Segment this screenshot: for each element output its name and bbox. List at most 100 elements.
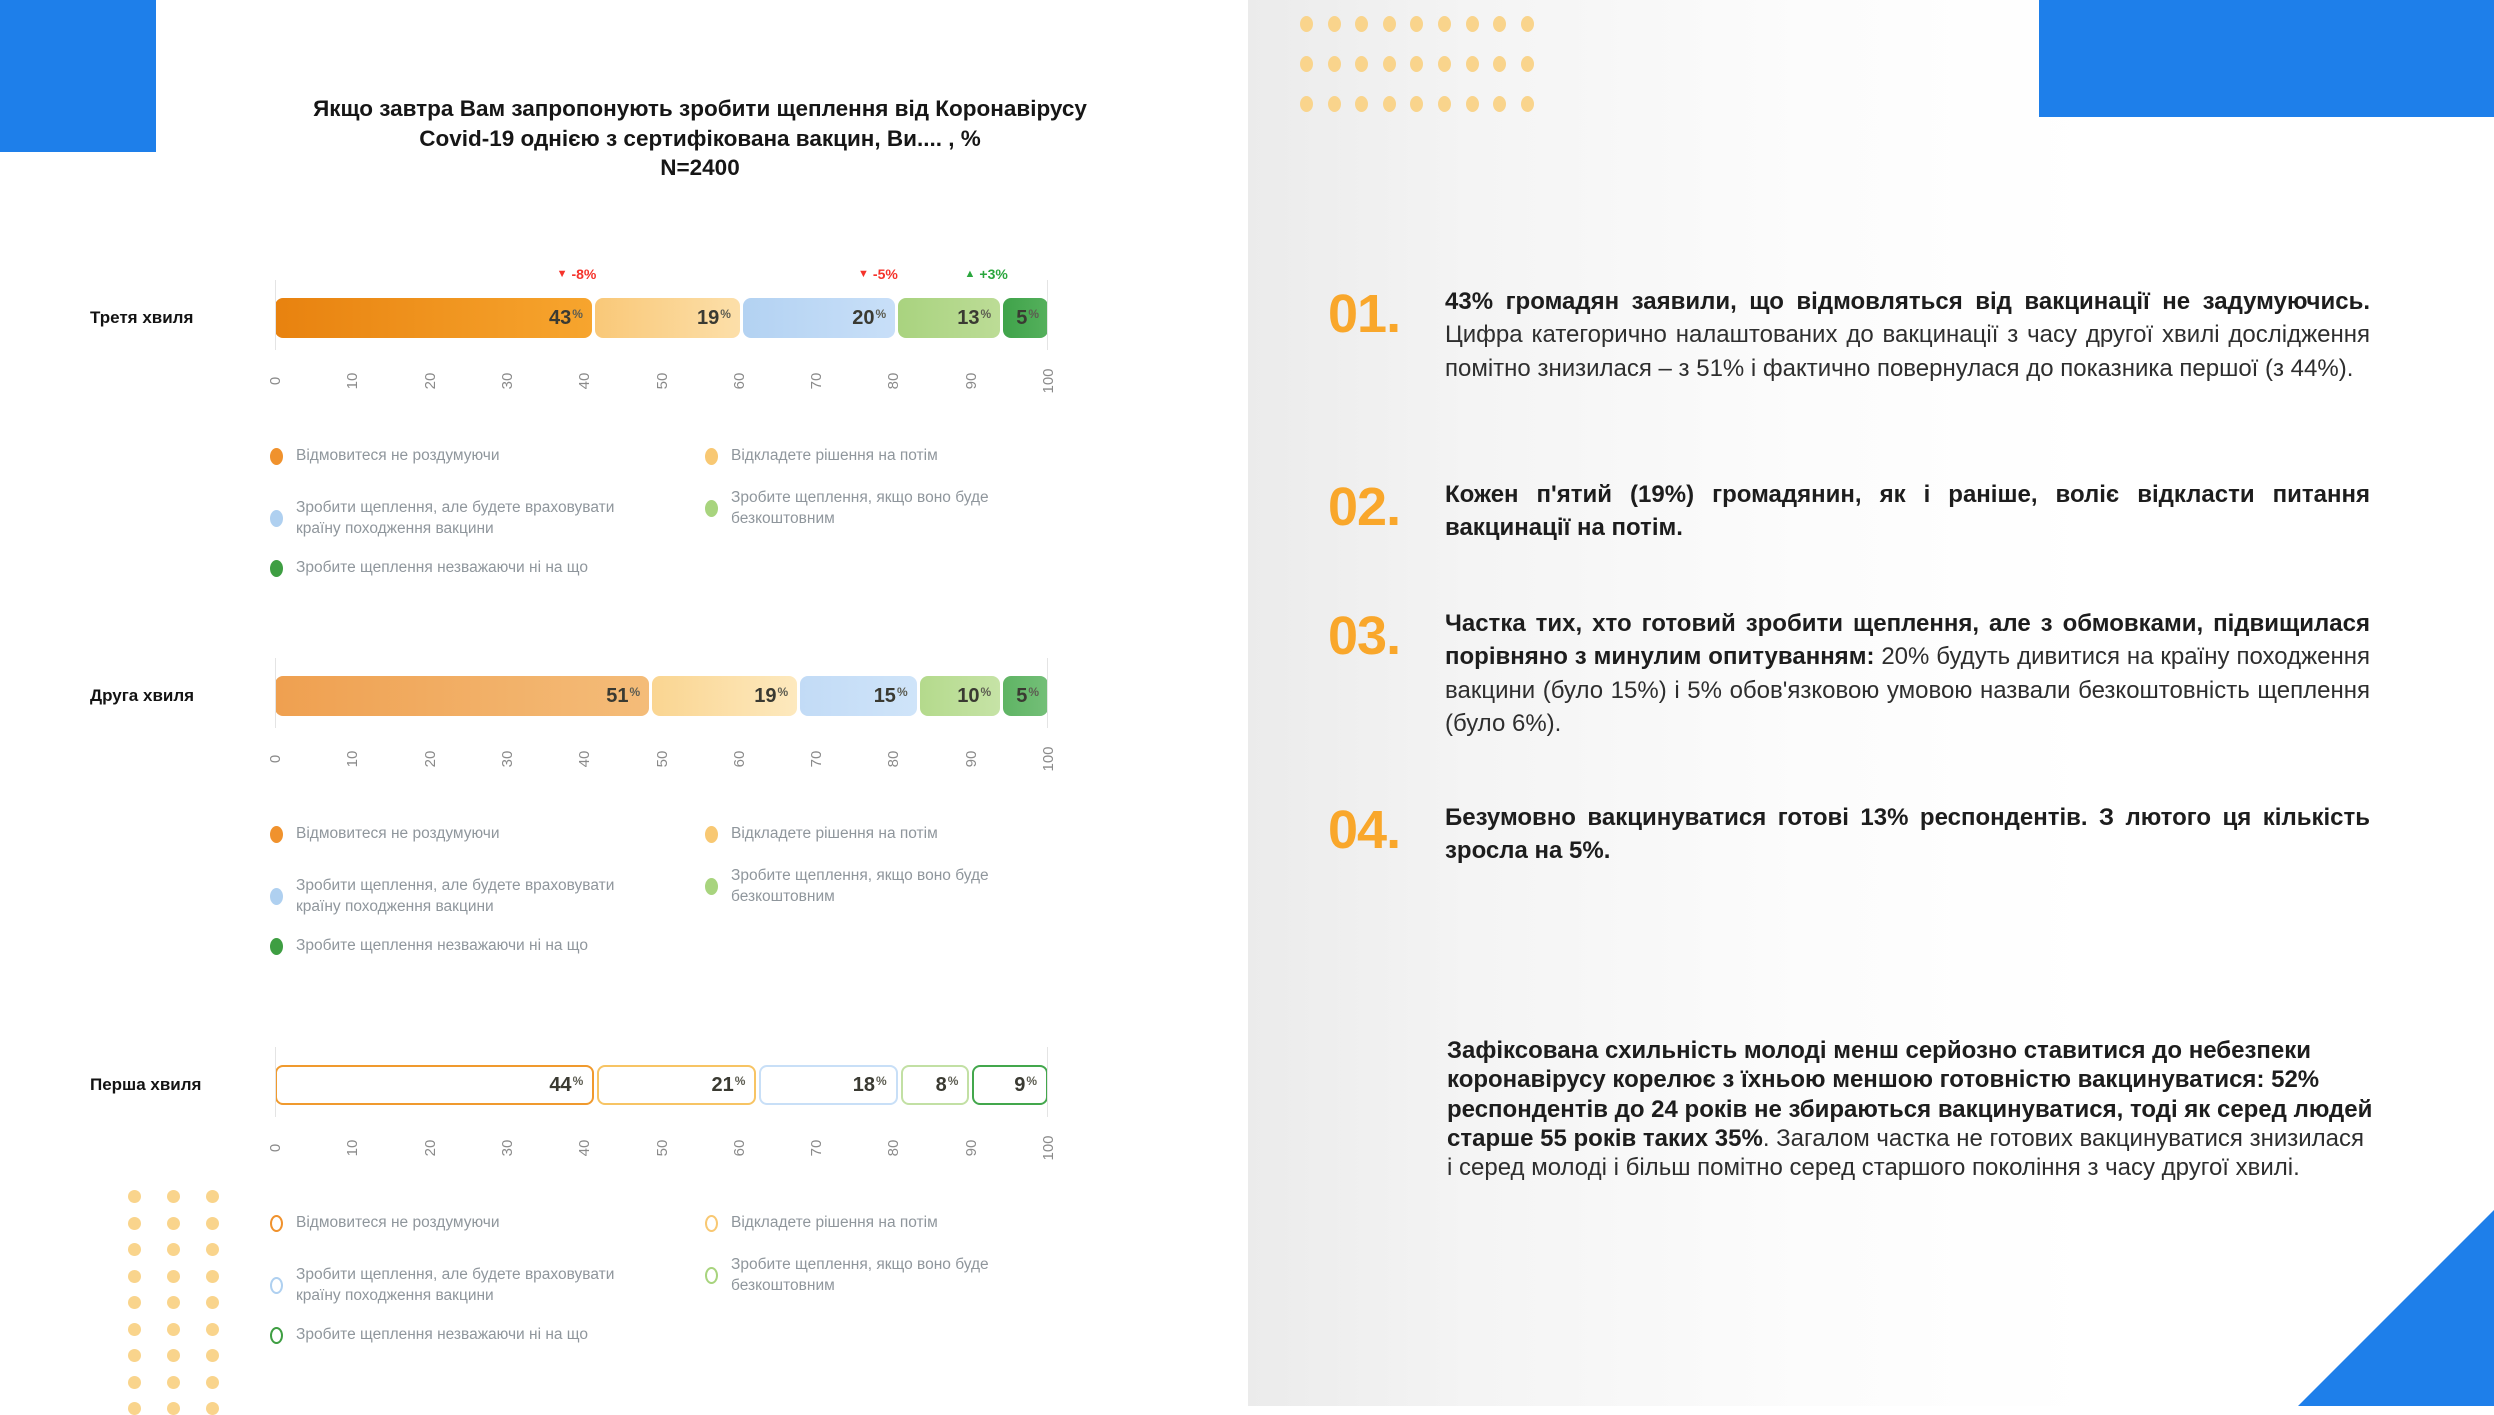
axis-tick-label: 80 — [884, 372, 902, 390]
axis-tick-label: 40 — [575, 750, 593, 768]
axis-tick-label: 80 — [884, 1139, 902, 1157]
axis-tick-label: 100 — [1039, 1135, 1057, 1161]
segment-percent-sign: % — [875, 307, 887, 321]
axis-tick-label: 90 — [962, 1139, 980, 1157]
segment-percent-sign: % — [876, 1074, 887, 1088]
bar-segment: 5% — [1003, 298, 1048, 338]
decor-dot — [1520, 56, 1534, 72]
triangle-down-icon: ▼ — [858, 267, 869, 280]
legend-marker — [705, 1267, 718, 1285]
point-text-bold: 43% громадян заявили, що відмовляться ві… — [1445, 288, 2370, 315]
legend-item: Зробити щеплення, але будете враховувати… — [270, 1265, 631, 1307]
decor-dot — [1355, 16, 1369, 32]
decor-dot — [1410, 96, 1424, 112]
segment-value: 10 — [957, 684, 980, 707]
segment-value: 5 — [1016, 306, 1028, 329]
point-text: Кожен п'ятий (19%) громадянин, як і рані… — [1445, 478, 2370, 545]
segment-percent-sign: % — [1028, 685, 1039, 699]
decor-dot — [1410, 56, 1424, 72]
legend-marker — [270, 1214, 283, 1232]
bar-segment: 9% — [972, 1065, 1048, 1105]
axis-tick-label: 20 — [421, 372, 439, 390]
decor-dot — [167, 1216, 180, 1230]
legend-marker — [705, 447, 718, 465]
bar-area: 51% 19% 15% 10% 5% — [275, 658, 1048, 728]
decor-dot — [1438, 96, 1451, 112]
decor-dot — [1300, 16, 1313, 32]
decor-dot — [167, 1190, 180, 1203]
segment-value: 15 — [873, 684, 896, 707]
axis-tick-label: 100 — [1039, 368, 1057, 394]
point-number: 01. — [1328, 284, 1401, 344]
decor-dot — [206, 1322, 219, 1336]
legend-item: Зробите щеплення, якщо воно буде безкошт… — [705, 1255, 1066, 1297]
legend-item-label: Зробите щеплення, якщо воно буде безкошт… — [731, 489, 989, 527]
chart-wave-1: Перша хвиля 44% 21% 18% 8% 9% 0 10 20 30 40 50 60 7… — [85, 1022, 1195, 1367]
decor-dot — [1355, 56, 1369, 72]
legend-item-label: Відмовитеся не роздумуючи — [296, 825, 500, 842]
axis-tick-label: 20 — [421, 1139, 439, 1157]
decor-dot — [1520, 96, 1534, 112]
decor-dot — [1493, 96, 1507, 112]
segment-value: 5 — [1016, 684, 1028, 707]
legend-item: Зробите щеплення незважаючи ні на що — [270, 936, 588, 957]
legend-item-label: Відкладете рішення на потім — [731, 447, 938, 464]
segment-value: 44 — [549, 1073, 572, 1096]
axis-tick-label: 90 — [962, 750, 980, 768]
bar-segment: 19% — [652, 676, 798, 716]
legend-marker — [270, 825, 283, 843]
point-number: 04. — [1328, 800, 1401, 860]
bar-segment: 8% — [900, 1065, 970, 1105]
axis-tick-label: 60 — [730, 1139, 748, 1157]
segment-percent-sign: % — [777, 685, 789, 699]
segment-value: 9 — [1014, 1073, 1026, 1096]
bar-segment: 13% — [898, 298, 1001, 338]
legend-marker — [705, 825, 718, 843]
decor-dot — [1382, 56, 1396, 72]
segment-value: 13 — [957, 306, 980, 329]
axis-tick-label: 10 — [343, 372, 361, 390]
chart-wave-3: Третя хвиля 43% 19% 20% 13% 5% ▼ -8% ▼ -5% ▲ +3% … — [85, 255, 1195, 600]
segment-percent-sign: % — [1026, 1074, 1037, 1088]
axis-tick-label: 70 — [807, 1139, 825, 1157]
axis-tick-label: 80 — [884, 750, 902, 768]
point-03: 03. Частка тих, хто готовий зробити щепл… — [1328, 607, 2370, 740]
decor-dot — [167, 1269, 180, 1283]
decor-dot — [1300, 96, 1313, 112]
legend-marker — [270, 510, 283, 528]
gridline-100 — [1047, 1047, 1048, 1117]
chart-sample-size: N=2400 — [660, 155, 740, 181]
legend-item: Зробити щеплення, але будете враховувати… — [270, 876, 631, 918]
axis-tick-label: 60 — [730, 372, 748, 390]
decor-dot — [128, 1375, 141, 1389]
legend-item-label: Зробите щеплення незважаючи ні на що — [296, 1326, 589, 1343]
segment-percent-sign: % — [947, 1074, 959, 1088]
decor-dot — [1438, 16, 1451, 32]
gridline-0 — [275, 280, 276, 350]
legend-marker — [270, 1277, 283, 1295]
point-01: 01. 43% громадян заявили, що відмовлятьс… — [1328, 285, 2370, 385]
legend-marker — [705, 878, 718, 896]
axis-tick-label: 30 — [498, 750, 516, 768]
legend-marker — [270, 937, 283, 955]
decor-dot — [128, 1190, 141, 1203]
segment-percent-sign: % — [1028, 307, 1039, 321]
segment-percent-sign: % — [572, 307, 583, 321]
decor-dot — [167, 1349, 180, 1362]
axis-tick-label: 50 — [653, 372, 670, 390]
segment-percent-sign: % — [980, 685, 992, 699]
decor-dot — [167, 1243, 180, 1256]
decor-dot — [167, 1375, 180, 1389]
decor-dot — [1327, 16, 1341, 32]
gridline-100 — [1047, 280, 1048, 350]
legend-item-label: Зробите щеплення незважаючи ні на що — [296, 559, 589, 576]
change-value: +3% — [979, 266, 1008, 282]
legend: Відмовитеся не роздумуючи Зробити щепленн… — [270, 824, 1195, 974]
legend-item: Зробите щеплення, якщо воно буде безкошт… — [705, 866, 1066, 908]
segment-percent-sign: % — [572, 1074, 584, 1088]
decor-dot — [128, 1322, 141, 1336]
x-axis: 0 10 20 30 40 50 60 70 80 90 100 — [267, 1124, 1057, 1176]
legend-item-label: Відмовитеся не роздумуючи — [296, 447, 500, 464]
change-annotation: ▼ -8% — [557, 266, 597, 282]
point-number: 02. — [1328, 477, 1401, 537]
